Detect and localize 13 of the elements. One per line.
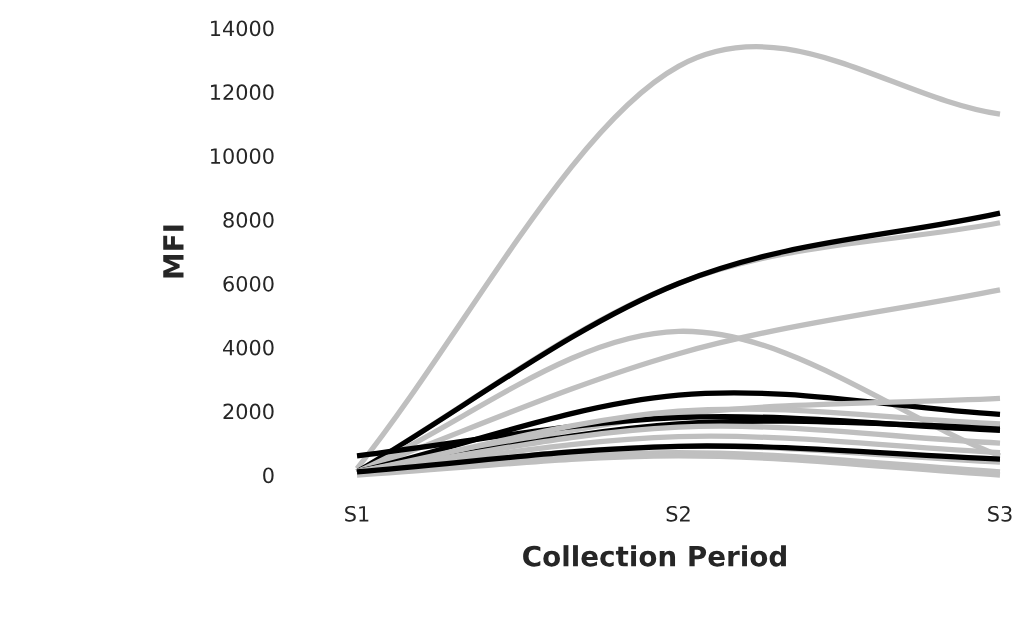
- x-tick-label: S1: [345, 505, 369, 522]
- y-tick-label: 6000: [223, 275, 274, 292]
- y-tick-label: 4000: [223, 339, 274, 356]
- y-axis-title: MFI: [163, 225, 184, 278]
- y-tick-label: 12000: [211, 84, 274, 101]
- y-tick-label: 14000: [211, 20, 274, 37]
- y-tick-label: 8000: [223, 212, 274, 228]
- x-tick-label: S3: [988, 505, 1012, 522]
- y-tick-label: 2000: [223, 403, 274, 420]
- y-tick-label: 10000: [211, 148, 274, 164]
- x-axis-title: Collection Period: [523, 545, 786, 567]
- x-tick-label: S2: [666, 505, 690, 522]
- y-tick-label: 0: [263, 467, 274, 484]
